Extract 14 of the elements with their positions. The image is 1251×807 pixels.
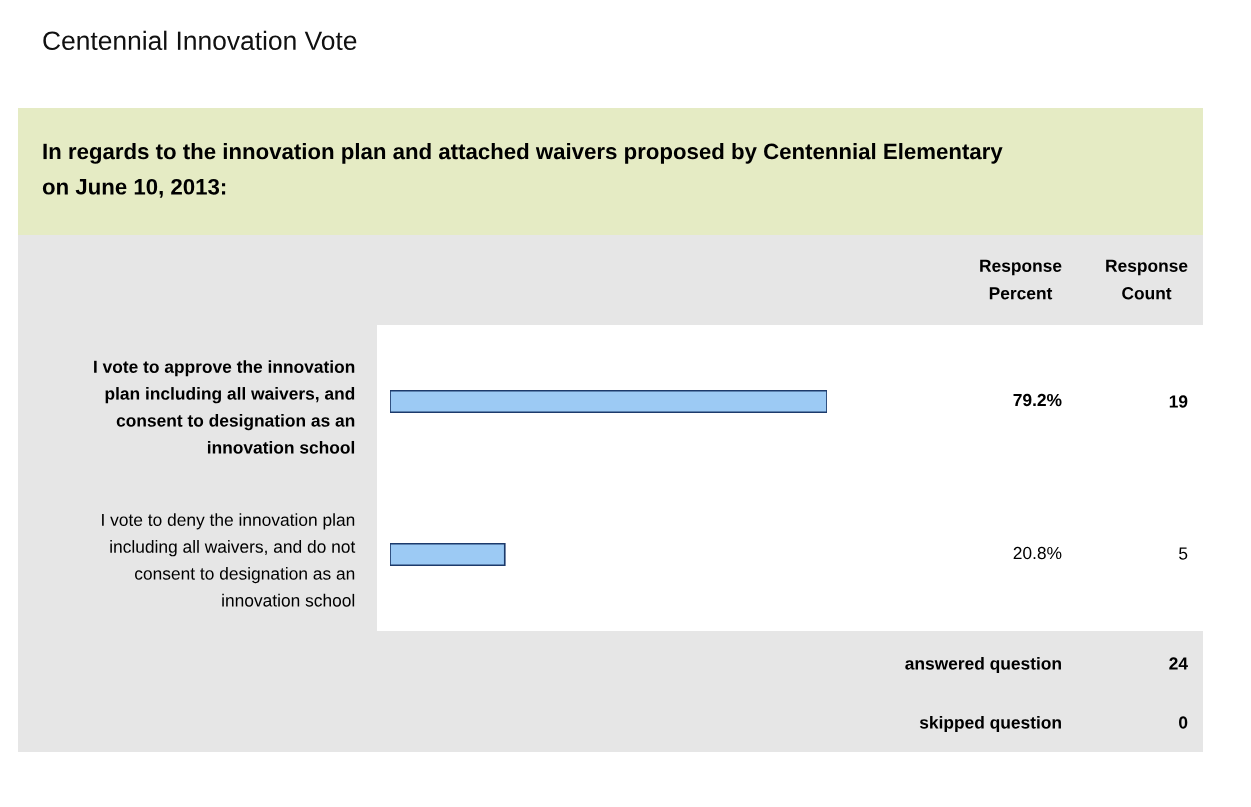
text: 19 bbox=[1169, 395, 1188, 408]
text: Response Count bbox=[1106, 259, 1188, 300]
y-tick-label: I vote to approve the innovation plan including all waivers, and consent to designation as an innovation school bbox=[94, 360, 355, 454]
text: 0 bbox=[1179, 716, 1188, 729]
text: Response Percent bbox=[980, 259, 1062, 300]
data-label: 20.8% bbox=[1013, 546, 1062, 560]
data-label: 79.2% bbox=[1013, 393, 1062, 407]
text: 24 bbox=[1169, 657, 1188, 670]
chart-title: Centennial Innovation Vote bbox=[43, 30, 357, 51]
text: 5 bbox=[1179, 547, 1188, 560]
text: answered question bbox=[905, 656, 1061, 674]
y-tick-label: I vote to deny the innovation plan including all waivers, and do not consent to designation as an innovation school bbox=[102, 513, 356, 607]
text: skipped question bbox=[919, 715, 1061, 733]
chart-subtitle: In regards to the innovation plan and attached waivers proposed by Centennial Elementary on June 10, 2013: bbox=[42, 142, 1003, 198]
